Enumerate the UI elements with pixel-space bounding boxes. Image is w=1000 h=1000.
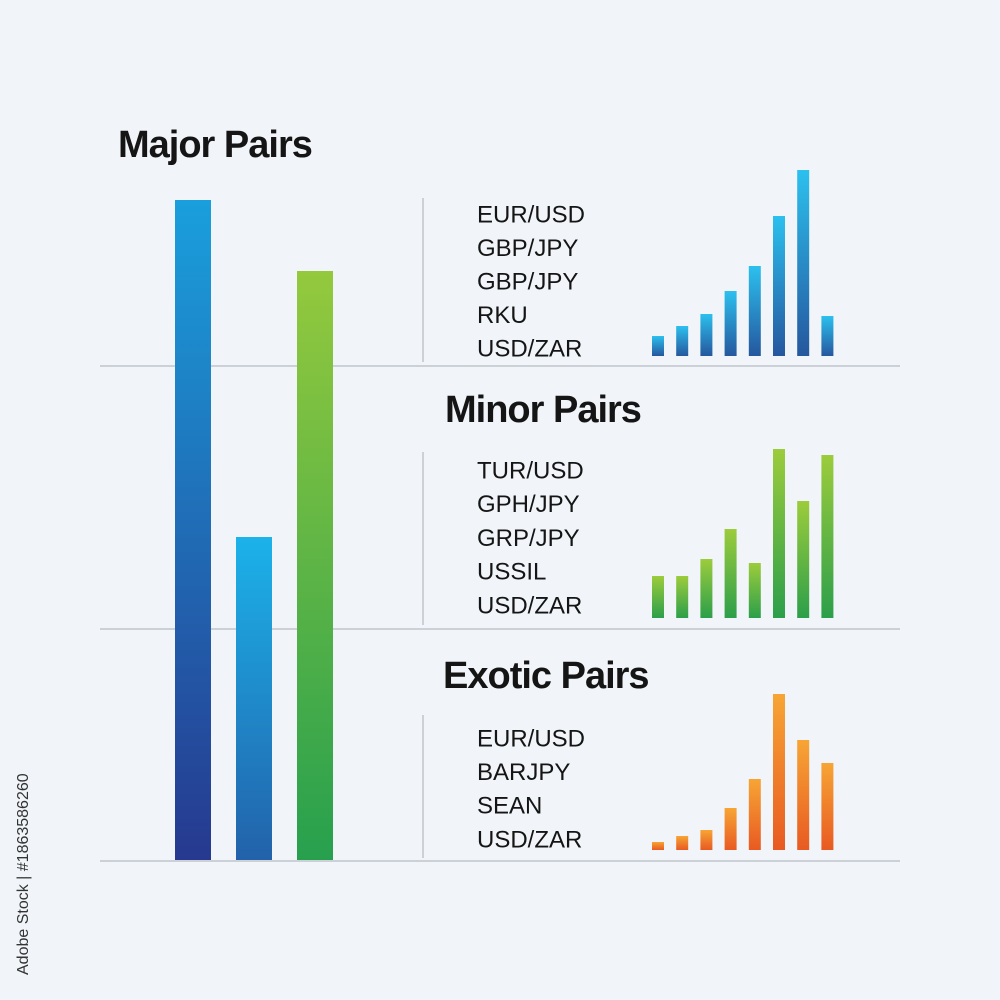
section-title: Major Pairs (118, 124, 312, 166)
bar (700, 314, 713, 356)
bar (676, 836, 689, 850)
bar (297, 271, 333, 860)
pair-label: TUR/USD (477, 457, 584, 484)
bar (236, 537, 272, 860)
watermark: Adobe Stock | #1863586260 (15, 773, 32, 975)
pair-label: GBP/JPY (477, 235, 578, 262)
bar (724, 808, 737, 850)
pair-label: GRP/JPY (477, 525, 580, 552)
pair-label: RKU (477, 302, 528, 329)
bar (652, 336, 664, 356)
bar (700, 559, 713, 618)
bar (773, 694, 785, 850)
bar (797, 501, 810, 618)
section-title: Exotic Pairs (443, 655, 649, 697)
pair-label: EUR/USD (477, 201, 585, 228)
bar (797, 740, 810, 850)
bar (676, 326, 689, 356)
bar (724, 291, 737, 356)
bar (175, 200, 211, 860)
bar (748, 563, 761, 618)
pair-label: GBP/JPY (477, 268, 578, 295)
pair-label: USD/ZAR (477, 335, 582, 362)
pair-label: USD/ZAR (477, 826, 582, 853)
pair-label: USD/ZAR (477, 593, 582, 620)
bar (748, 266, 761, 356)
bar (652, 842, 664, 850)
bar (724, 529, 737, 618)
pair-label: BARJPY (477, 759, 570, 786)
bar (700, 830, 713, 850)
bar (652, 576, 664, 618)
section-title: Minor Pairs (445, 389, 641, 431)
bar (797, 170, 810, 356)
bar (773, 216, 785, 356)
bar (821, 763, 834, 850)
bar (821, 316, 834, 356)
pair-label: SEAN (477, 793, 542, 820)
bar (748, 779, 761, 850)
bar (676, 576, 689, 618)
bar (773, 449, 785, 618)
pair-label: GPH/JPY (477, 491, 580, 518)
pair-label: EUR/USD (477, 725, 585, 752)
bar (821, 455, 834, 618)
pair-label: USSIL (477, 559, 546, 586)
